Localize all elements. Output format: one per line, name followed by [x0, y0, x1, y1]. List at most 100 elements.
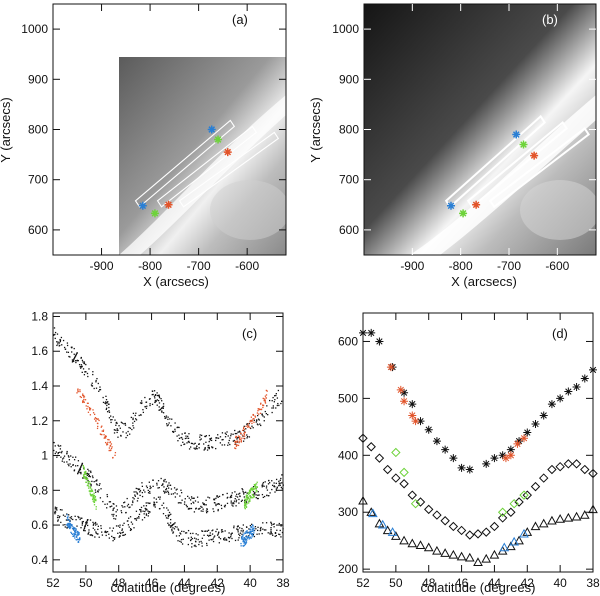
data-point: [270, 524, 273, 526]
data-point: [174, 422, 176, 424]
data-point: [83, 362, 85, 364]
data-point: [78, 532, 80, 534]
data-point: [77, 460, 80, 462]
x-tick-label: 48: [422, 576, 436, 590]
data-point: [175, 535, 178, 537]
data-point: [108, 439, 110, 441]
data-point: [92, 497, 94, 500]
data-point: [253, 488, 256, 490]
data-point: [232, 440, 235, 442]
data-point: [189, 507, 191, 510]
data-point: [106, 404, 108, 407]
data-point: [265, 394, 268, 396]
data-point: [57, 343, 59, 345]
data-point: [167, 509, 169, 511]
data-point: [73, 529, 75, 531]
data-point: [140, 402, 143, 405]
data-point: [267, 483, 270, 485]
series-diamond-green: [391, 447, 529, 517]
data-point: [143, 513, 145, 515]
data-point: [124, 422, 126, 425]
data-point: [112, 508, 114, 510]
data-point: [266, 405, 268, 407]
data-point: [109, 505, 111, 508]
data-point: [233, 500, 236, 502]
data-point: [247, 492, 249, 494]
data-point: [249, 524, 252, 527]
data-point: [247, 426, 249, 428]
data-point: [270, 522, 273, 524]
data-point: [209, 532, 211, 534]
data-point: [215, 437, 217, 439]
data-point: [191, 442, 193, 445]
data-point: [271, 484, 274, 487]
data-point: [114, 419, 116, 421]
data-point: [264, 395, 267, 397]
data-point: [235, 447, 237, 450]
data-point: [154, 394, 157, 397]
data-point: [104, 437, 107, 439]
data-point: [243, 432, 245, 434]
data-point: [191, 543, 193, 545]
data-point: [158, 402, 161, 404]
data-point: [83, 374, 86, 376]
data-point: [377, 519, 388, 529]
data-point: [148, 481, 150, 483]
data-point: [145, 502, 147, 504]
data-point: [188, 507, 190, 510]
data-point: [235, 501, 237, 503]
data-point: [367, 328, 376, 337]
data-point: [270, 530, 272, 532]
data-point: [109, 527, 111, 529]
data-point: [217, 508, 219, 511]
data-point: [147, 492, 150, 494]
data-point: [88, 368, 90, 370]
data-point: [255, 487, 257, 490]
x-tick-label: 40: [243, 576, 257, 590]
data-point: [141, 519, 144, 521]
data-point: [248, 531, 250, 534]
data-point: [274, 535, 276, 538]
data-point: [514, 497, 524, 507]
data-point: [160, 398, 162, 400]
data-point: [56, 516, 59, 519]
data-point: [246, 496, 249, 498]
data-point: [104, 435, 106, 438]
box-outline: [156, 125, 258, 208]
data-point: [242, 435, 244, 437]
data-point: [252, 535, 254, 537]
data-point: [237, 435, 240, 437]
data-point: [253, 527, 255, 529]
data-point: [67, 519, 69, 521]
data-point: [228, 532, 230, 534]
data-point: [194, 540, 197, 543]
data-point: [53, 449, 55, 452]
data-point: [556, 394, 565, 403]
data-point: [242, 531, 244, 533]
data-point: [249, 531, 252, 534]
data-point: [97, 528, 99, 531]
data-point: [149, 485, 151, 487]
data-point: [54, 511, 56, 514]
y-tick-label: 1000: [332, 22, 359, 36]
data-point: [139, 491, 141, 493]
data-point: [260, 424, 262, 427]
data-point: [81, 464, 83, 466]
data-point: [253, 496, 255, 498]
data-point: [245, 428, 247, 430]
data-point: [251, 536, 253, 538]
data-point: [244, 505, 246, 507]
data-point: [109, 445, 111, 447]
data-point: [208, 539, 210, 541]
data-point: [242, 534, 244, 536]
data-point: [74, 537, 76, 539]
data-point: [125, 511, 127, 514]
data-point: [124, 533, 127, 536]
data-point: [112, 502, 114, 505]
data-point: [254, 491, 256, 494]
data-point: [137, 497, 139, 499]
data-point: [176, 526, 178, 528]
data-point: [235, 440, 237, 443]
data-point: [257, 526, 259, 528]
data-point: [236, 496, 239, 498]
